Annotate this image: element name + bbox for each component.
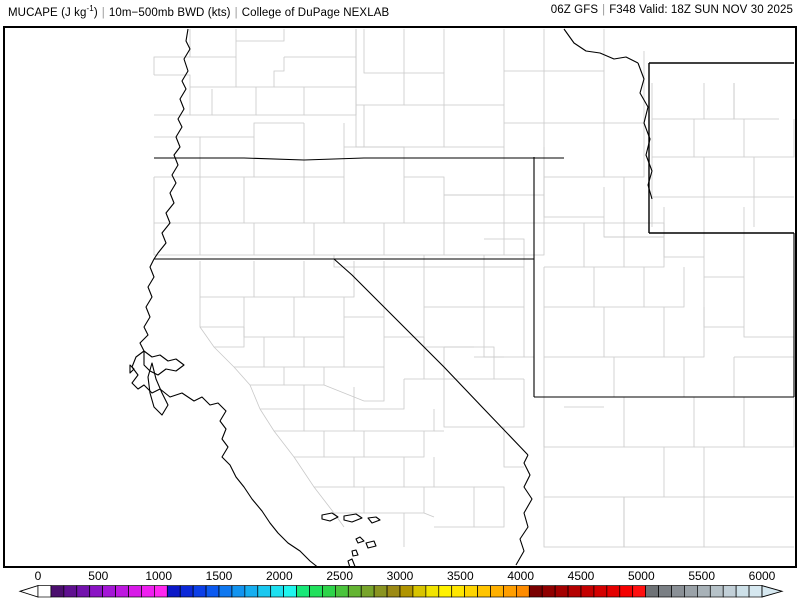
colorbar-tick-label: 500 (88, 569, 109, 583)
colorbar-tick-label: 2000 (265, 569, 293, 583)
colorbar-swatch (322, 585, 336, 598)
pacific-coastline (129, 28, 381, 567)
header-source-label: College of DuPage NEXLAB (241, 6, 390, 19)
colorbar-swatch (567, 585, 582, 598)
colorbar-swatch (451, 585, 465, 598)
colorbar-tick-label: 5500 (688, 569, 716, 583)
header-separator-1: | (101, 6, 105, 19)
colorbar-tick-label: 4000 (507, 569, 535, 583)
colorbar-swatch (593, 585, 608, 598)
colorbar-tick-label: 2500 (326, 569, 354, 583)
colorbar-tick-label: 1500 (205, 569, 233, 583)
colorbar-tick-label: 6000 (748, 569, 776, 583)
western-us-map[interactable] (4, 27, 796, 567)
colorbar-swatch (205, 585, 220, 598)
header-field-label: MUCAPE (J kg-1) (8, 4, 98, 19)
header-shear-label: 10m−500mb BWD (kts) (108, 6, 231, 19)
colorbar-swatch (154, 585, 168, 598)
colorbar-swatch (386, 585, 401, 598)
colorbar-swatch (748, 585, 763, 598)
colorbar-swatch (658, 585, 672, 598)
colorbar-swatch (166, 585, 181, 598)
map-background (4, 27, 796, 567)
colorbar-swatch (231, 585, 246, 598)
colorbar-swatch (528, 585, 543, 598)
colorbar-swatch (128, 585, 142, 598)
colorbar-tick-label: 1000 (145, 569, 173, 583)
colorbar-swatch (37, 585, 52, 598)
map-display-panel[interactable] (3, 26, 797, 568)
colorbar-swatch (645, 585, 659, 598)
colorbar-swatch (257, 585, 272, 598)
colorbar-underflow-arrow (18, 585, 39, 598)
header-forecast-hour: F348 (609, 4, 636, 16)
colorbar-swatch (580, 585, 595, 598)
colorbar-swatch (270, 585, 284, 598)
colorbar-swatch (735, 585, 750, 598)
colorbar-swatch (438, 585, 453, 598)
colorbar-swatch (179, 585, 194, 598)
colorbar-swatch (244, 585, 259, 598)
colorbar-swatch (684, 585, 698, 598)
colorbar-overflow-arrow (761, 585, 784, 598)
map-panel-border (4, 27, 796, 567)
header-units-exponent: -1 (86, 4, 94, 13)
header-separator-2: | (234, 6, 238, 19)
colorbar-swatch (671, 585, 685, 598)
colorbar-swatch (218, 585, 233, 598)
colorbar-swatch (399, 585, 414, 598)
colorbar-swatch (697, 585, 711, 598)
colorbar-tick-label: 3000 (386, 569, 414, 583)
colorbar-swatch (619, 585, 634, 598)
colorbar-swatch (477, 585, 491, 598)
colorbar-strip[interactable] (0, 585, 800, 598)
header-separator-3: | (602, 4, 606, 16)
colorbar-tick-labels: 0 500 1000 1500 2000 2500 3000 3500 4000 4500 5000… (0, 569, 800, 584)
header-model-run: 06Z GFS (550, 4, 599, 16)
colorbar-tick-label: 3500 (446, 569, 474, 583)
colorbar-swatches[interactable] (0, 585, 800, 598)
colorbar-swatch (709, 585, 724, 598)
colorbar-swatch (63, 585, 78, 598)
colorbar-tick-label: 0 (34, 569, 42, 583)
colorbar-swatch (115, 585, 129, 598)
map-header-bar: MUCAPE (J kg-1) | 10m−500mb BWD (kts) | Coll… (0, 0, 800, 24)
colorbar-swatch (283, 585, 297, 598)
header-valid-time: Valid: 18Z SUN NOV 30 2025 (639, 4, 793, 16)
header-left-titles: MUCAPE (J kg-1) | 10m−500mb BWD (kts) | Coll… (8, 4, 389, 19)
colorbar-swatch (373, 585, 388, 598)
colorbar-swatch (102, 585, 116, 598)
colorbar-tick-label: 5000 (627, 569, 655, 583)
colorbar-swatch (360, 585, 375, 598)
colorbar-swatch (76, 585, 91, 598)
colorbar-swatch (89, 585, 103, 598)
colorbar-swatch (347, 585, 362, 598)
colorbar-swatch (192, 585, 207, 598)
colorbar-swatch (425, 585, 440, 598)
colorbar-swatch (141, 585, 155, 598)
colorbar-tick-label: 4500 (567, 569, 595, 583)
colorbar-swatch (632, 585, 646, 598)
colorbar-swatch (606, 585, 621, 598)
colorbar-swatch (541, 585, 556, 598)
state-boundaries (154, 28, 795, 567)
colorbar-swatch (503, 585, 517, 598)
colorbar-swatch (464, 585, 478, 598)
colorbar-swatch (722, 585, 737, 598)
colorbar-swatch (309, 585, 323, 598)
header-right-info: 06Z GFS | F348 Valid: 18Z SUN NOV 30 2025 (551, 4, 793, 16)
colorbar-swatch (335, 585, 349, 598)
colorbar-swatch (296, 585, 310, 598)
colorbar-swatch (412, 585, 427, 598)
colorbar-swatch (490, 585, 504, 598)
colorbar-swatch (516, 585, 530, 598)
colorbar-swatch (50, 585, 65, 598)
mucape-colorbar[interactable]: 0 500 1000 1500 2000 2500 3000 3500 4000 4500 5000… (0, 569, 800, 600)
colorbar-swatch (554, 585, 569, 598)
